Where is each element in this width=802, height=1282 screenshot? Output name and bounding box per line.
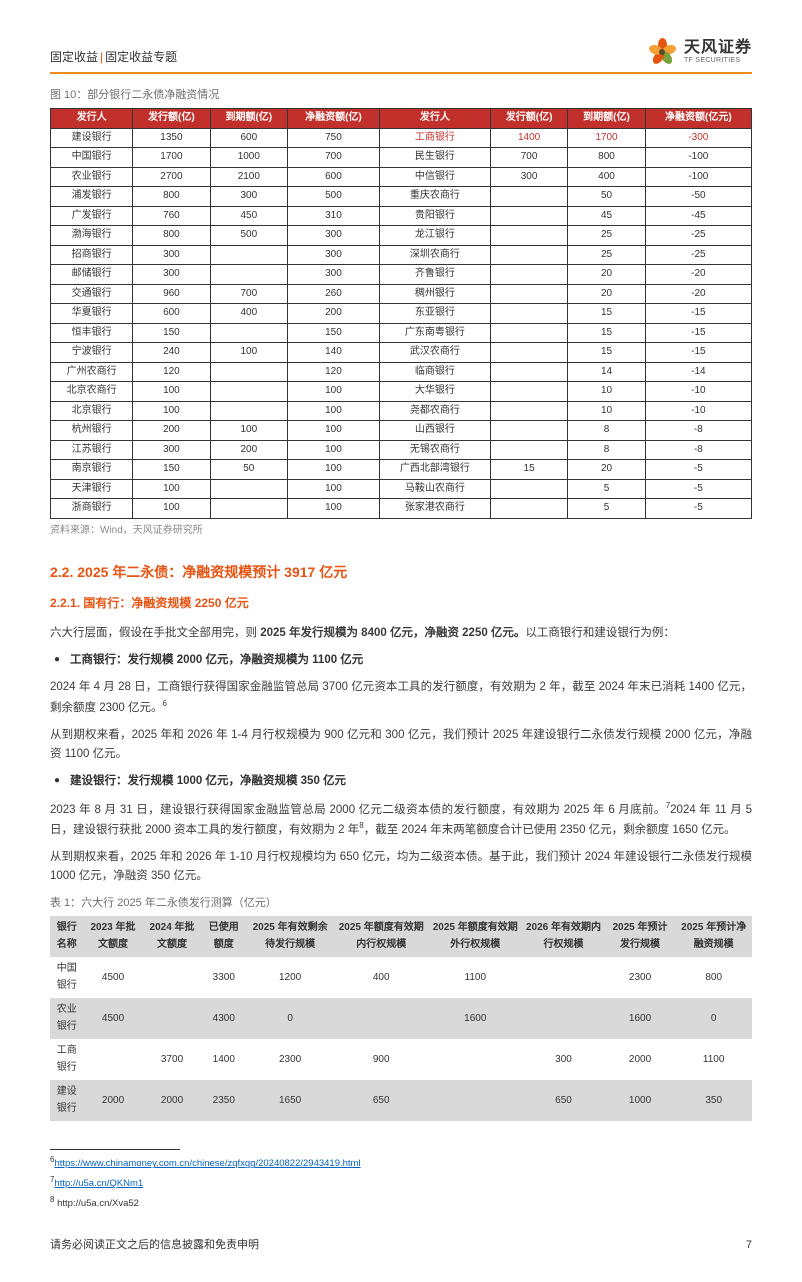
para-2: 2024 年 4 月 28 日，工商银行获得国家金融监管总局 3700 亿元资本… [50, 678, 752, 718]
footnotes: 6https://www.chinamoney.com.cn/chinese/z… [50, 1153, 752, 1211]
footnote-link[interactable]: http://u5a.cn/QKNm1 [54, 1178, 143, 1189]
hdr-sep: | [100, 50, 103, 64]
fig10-source: 资料来源：Wind，天风证券研究所 [50, 523, 752, 540]
para-1: 六大行层面，假设在手批文全部用完，则 2025 年发行规模为 8400 亿元，净… [50, 624, 752, 643]
footnote-rule [50, 1149, 180, 1150]
bullet-ccb: 建设银行：发行规模 1000 亿元，净融资规模 350 亿元 [50, 772, 752, 791]
heading-2-2-1: 2.2.1. 国有行：净融资规模 2250 亿元 [50, 594, 752, 614]
footnote-link[interactable]: https://www.chinamoney.com.cn/chinese/zq… [54, 1158, 360, 1169]
logo-mark [646, 36, 678, 68]
header-breadcrumb: 固定收益|固定收益专题 [50, 48, 177, 68]
heading-2-2: 2.2. 2025 年二永债：净融资规模预计 3917 亿元 [50, 561, 752, 584]
hdr-b: 固定收益专题 [105, 50, 177, 64]
para-3: 从到期权来看，2025 年和 2026 年 1-4 月行权规模为 900 亿元和… [50, 726, 752, 764]
logo-cn: 天风证券 [684, 39, 752, 57]
logo: 天风证券 TF SECURITIES [646, 36, 752, 68]
tab1-table: 银行名称2023 年批文额度2024 年批文额度已使用额度2025 年有效剩余待… [50, 916, 752, 1121]
logo-en: TF SECURITIES [684, 57, 752, 65]
fig10-caption: 图 10：部分银行二永债净融资情况 [50, 86, 752, 104]
footer-disclaimer: 请务必阅读正文之后的信息披露和免责申明 [50, 1236, 259, 1254]
bullet-icbc: 工商银行：发行规模 2000 亿元，净融资规模为 1100 亿元 [50, 651, 752, 670]
hdr-a: 固定收益 [50, 50, 98, 64]
tab1-caption: 表 1：六大行 2025 年二永债发行测算（亿元） [50, 894, 752, 912]
page-number: 7 [746, 1236, 752, 1254]
header-rule [50, 72, 752, 74]
para-5: 从到期权来看，2025 年和 2026 年 1-10 月行权规模均为 650 亿… [50, 848, 752, 886]
para-4: 2023 年 8 月 31 日，建设银行获得国家金融监管总局 2000 亿元二级… [50, 799, 752, 841]
fig10-table: 发行人发行额(亿)到期额(亿)净融资额(亿)发行人发行额(亿)到期额(亿)净融资… [50, 108, 752, 519]
